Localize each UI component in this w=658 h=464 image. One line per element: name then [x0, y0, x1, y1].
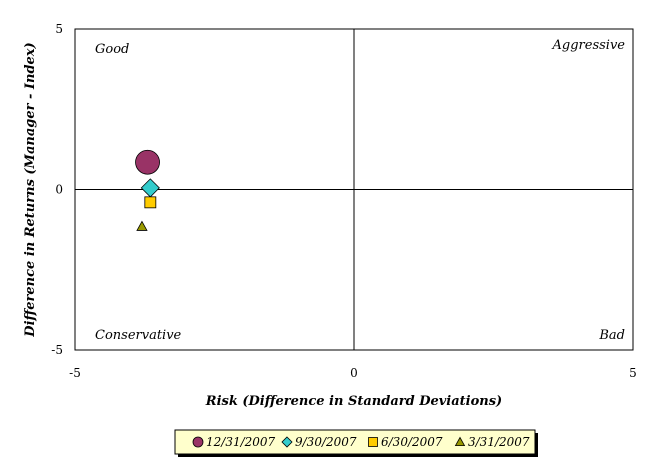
- data-point-6-30-2007: [144, 196, 157, 209]
- legend-label: 3/31/2007: [468, 435, 530, 449]
- data-points: [135, 149, 160, 231]
- quadrant-label-good: Good: [95, 42, 129, 57]
- y-tick-label-bottom: -5: [51, 343, 63, 357]
- x-tick-label-middle: 0: [350, 366, 358, 380]
- legend-item-9-30-2007: 9/30/2007: [281, 435, 357, 449]
- legend-marker: [454, 436, 466, 447]
- legend-label: 12/31/2007: [206, 435, 276, 449]
- legend-marker: [281, 436, 293, 448]
- x-tick-label-left: -5: [69, 366, 81, 380]
- legend-item-12-31-2007: 12/31/2007: [192, 435, 276, 449]
- legend-label: 9/30/2007: [295, 435, 357, 449]
- quadrant-label-bad: Bad: [598, 328, 625, 343]
- y-tick-label-top: 5: [55, 22, 63, 36]
- legend-label: 6/30/2007: [381, 435, 443, 449]
- y-axis-title: Difference in Returns (Manager - Index): [23, 42, 38, 337]
- legend-item-3-31-2007: 3/31/2007: [454, 435, 530, 449]
- legend-marker: [192, 436, 204, 448]
- data-point-12-31-2007: [135, 149, 160, 175]
- x-axis-title: Risk (Difference in Standard Deviations): [205, 394, 502, 409]
- y-tick-label-middle: 0: [55, 183, 63, 197]
- legend-marker: [368, 437, 378, 447]
- legend: 12/31/2007 9/30/2007 6/30/2007 3/31/2007: [174, 429, 538, 457]
- x-tick-label-right: 5: [629, 366, 637, 380]
- quadrant-label-conservative: Conservative: [95, 328, 182, 343]
- data-point-3-31-2007: [136, 220, 148, 231]
- legend-box: [174, 429, 536, 455]
- quadrant-label-aggressive: Aggressive: [552, 38, 626, 53]
- legend-item-6-30-2007: 6/30/2007: [368, 435, 443, 449]
